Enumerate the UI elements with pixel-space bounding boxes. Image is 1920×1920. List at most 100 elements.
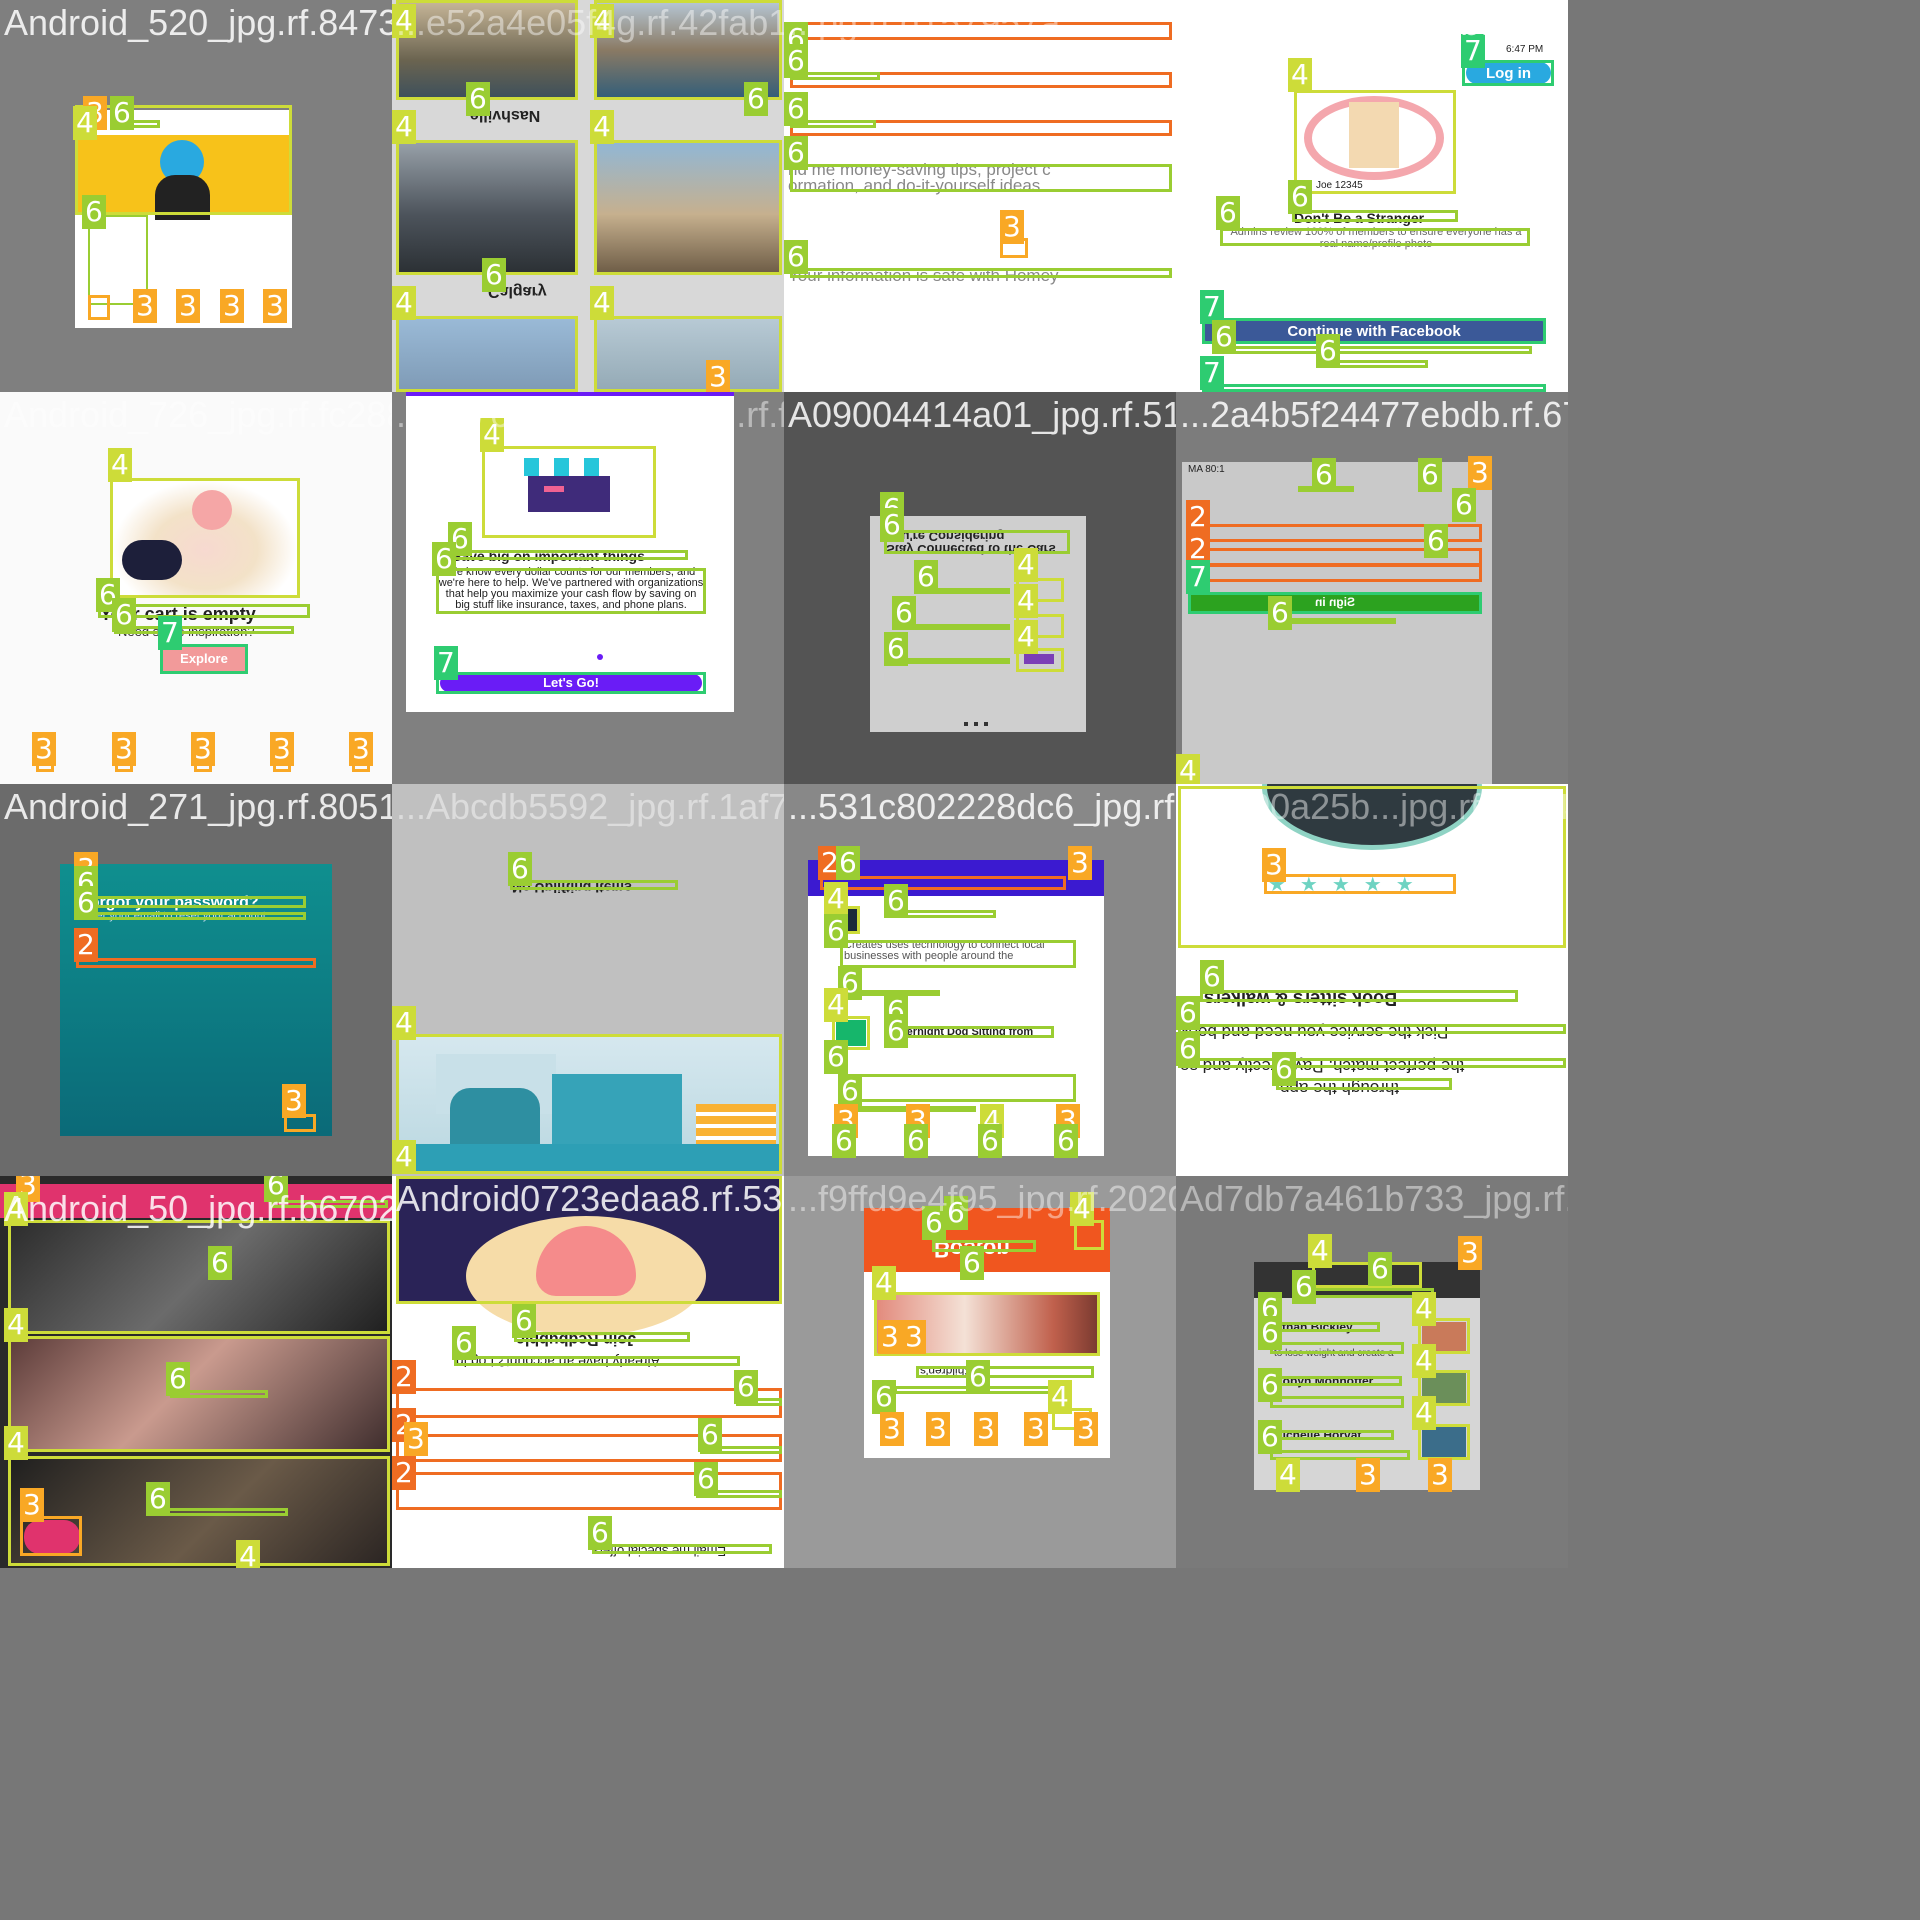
tile-title: Android_271_jpg.rf.80519216...: [4, 786, 392, 827]
class-label: 4: [1014, 620, 1038, 654]
tile-title: Android_520_jpg.rf.84731624...: [4, 2, 392, 43]
class-label: 6: [1258, 1368, 1282, 1402]
detection-box: [1270, 1430, 1394, 1440]
class-label: 6: [892, 596, 916, 630]
tile-15: Boston Children's 6 6 4 6 4 3 3 6 6 4 3 …: [784, 1176, 1176, 1568]
storefront-illustration: [484, 448, 654, 536]
status-text: MA 80:1: [1188, 464, 1225, 475]
sign-in-button[interactable]: Sign in: [1190, 594, 1480, 612]
detection-box: [510, 880, 678, 890]
class-label: 3: [270, 732, 294, 766]
class-label: 6: [836, 846, 860, 880]
tile-title: ...db00a25b...jpg.rf.eeb4351: [1180, 786, 1568, 827]
class-label: 6: [824, 1040, 848, 1074]
class-label: 4: [1308, 1234, 1332, 1268]
detection-box: [110, 478, 300, 598]
tile-4: 6:47 PM Log in Joe 12345 Don't Be a Stra…: [1176, 0, 1568, 392]
class-label: 4: [1014, 548, 1038, 582]
detection-box: [832, 1016, 870, 1050]
header-illustration: [75, 135, 292, 220]
class-label: 6: [784, 136, 808, 170]
class-label: 4: [392, 286, 416, 320]
detection-box: [114, 626, 294, 634]
class-label: 2: [392, 1456, 416, 1490]
class-label: 4: [392, 110, 416, 144]
detection-box: [88, 295, 110, 320]
detection-box: [592, 1544, 772, 1554]
tile-title: Android_50_jpg.rf.b6702553...: [4, 1188, 392, 1229]
class-label: 6: [1176, 996, 1200, 1030]
detection-box: [396, 1176, 782, 1304]
explore-button[interactable]: Explore: [163, 647, 245, 671]
class-label: 6: [784, 240, 808, 274]
class-label: 3: [880, 1412, 904, 1446]
class-label: 6: [112, 598, 136, 632]
lets-go-button[interactable]: Let's Go!: [440, 674, 702, 692]
class-label: 6: [966, 1360, 990, 1394]
page-indicator: [964, 722, 994, 726]
record-fab[interactable]: [24, 1520, 80, 1554]
welcome-illustration: [396, 1176, 782, 1336]
tile-3: nd me money-saving tips, project c ormat…: [784, 0, 1176, 392]
class-label: 6: [744, 82, 768, 116]
detection-box: [1270, 1396, 1404, 1408]
class-label: 6: [1292, 1270, 1316, 1304]
class-label: 6: [1212, 320, 1236, 354]
detection-box: [20, 1516, 82, 1556]
detection-box: [1418, 1370, 1470, 1406]
class-label: 6: [884, 884, 908, 918]
class-label: 7: [434, 646, 458, 680]
class-label: 4: [1412, 1344, 1436, 1378]
category-photo: [8, 1220, 390, 1334]
class-label: 4: [590, 110, 614, 144]
class-label: 2: [74, 928, 98, 962]
class-label: 6: [1418, 458, 1442, 492]
detection-box: [890, 1026, 1054, 1038]
app-header-bar: [1254, 1262, 1480, 1298]
category-photo: [8, 1336, 390, 1452]
detection-box: [8, 1456, 390, 1566]
class-label: 3: [1458, 1236, 1482, 1270]
facebook-button[interactable]: Continue with Facebook: [1204, 320, 1544, 342]
tile-title: ...2a4b5f24477ebdb.rf.675c633: [1180, 394, 1568, 435]
detection-box: [1220, 228, 1530, 246]
class-label: 6: [922, 1206, 946, 1240]
class-label: 6: [466, 82, 490, 116]
class-label: 4: [108, 448, 132, 482]
detection-box: [78, 896, 306, 908]
city-photo: [594, 140, 782, 275]
detection-box: [896, 658, 1010, 664]
class-label: 3: [191, 732, 215, 766]
class-label: 6: [978, 1124, 1002, 1158]
class-label: 4: [1176, 754, 1200, 784]
tile-6: Save big on important things We know eve…: [392, 392, 784, 784]
class-label: 6: [784, 44, 808, 78]
avatar-placeholder: [1294, 92, 1454, 192]
input-field-box: [396, 1388, 782, 1418]
input-field-box: [76, 958, 316, 968]
tile-14: Join Redbubble Already have an account? …: [392, 1176, 784, 1568]
detection-box: [594, 316, 782, 392]
class-label: 3: [349, 732, 373, 766]
detection-box: [1276, 1078, 1452, 1090]
detection-box: [270, 1200, 388, 1208]
detection-box: [1462, 60, 1554, 86]
login-button[interactable]: Log in: [1466, 62, 1551, 84]
tile-title: Android_726_jpg.rf.fc2881c2...: [4, 394, 392, 435]
empty-cart-illustration: [112, 480, 298, 596]
tile-title: A09004414a01_jpg.rf.51bec032...: [788, 394, 1176, 435]
detection-box: [8, 1220, 390, 1334]
class-label: 4: [590, 286, 614, 320]
class-label: 7: [1461, 34, 1485, 68]
class-label: 6: [1054, 1124, 1078, 1158]
detection-box: [840, 940, 1076, 968]
class-label: 4: [1048, 1380, 1072, 1414]
class-label: 6: [944, 1196, 968, 1230]
detection-box: [75, 105, 292, 215]
class-label: 3: [902, 1320, 926, 1354]
detection-box: [594, 140, 782, 275]
detection-box: [1264, 874, 1456, 894]
class-label: 4: [1070, 1192, 1094, 1226]
tile-title: Ad7db7a461b733_jpg.rf.8704b93: [1180, 1178, 1568, 1219]
class-label: 2: [818, 846, 842, 880]
